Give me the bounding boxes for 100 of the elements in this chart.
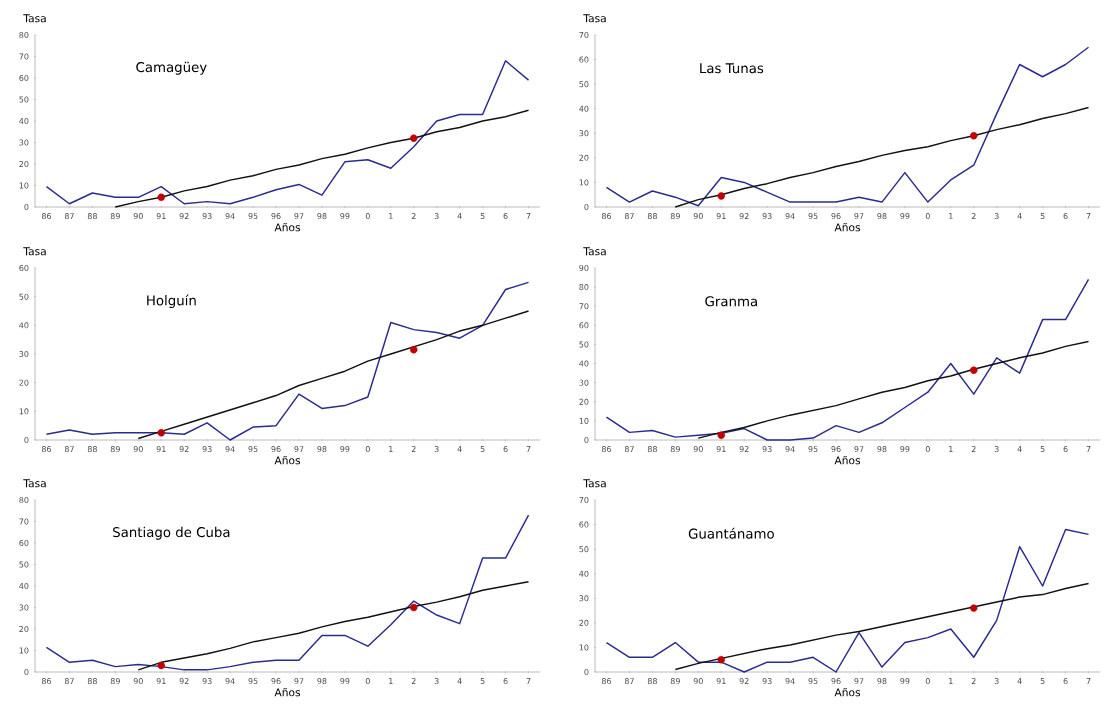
- y-tick-label: 20: [19, 625, 29, 633]
- x-tick-label: 7: [1086, 446, 1091, 452]
- x-tick-label: 2: [411, 213, 416, 219]
- x-tick-label: 0: [925, 213, 930, 220]
- y-tick-label: 0: [24, 203, 29, 211]
- x-tick-label: 90: [133, 678, 143, 685]
- x-tick-label: 87: [624, 678, 634, 685]
- x-tick-label: 90: [133, 213, 143, 220]
- x-axis-title: Años: [274, 222, 301, 232]
- x-tick-label: 86: [41, 446, 52, 453]
- x-tick-label: 96: [271, 678, 281, 685]
- x-tick-label: 96: [831, 213, 841, 220]
- y-tick-label: 70: [579, 303, 589, 310]
- x-tick-label: 94: [785, 446, 795, 453]
- y-tick-label: 40: [579, 360, 589, 367]
- x-tick-label: 5: [480, 678, 485, 684]
- text: Camagüey: [136, 61, 207, 75]
- x-tick-label: 96: [271, 446, 281, 453]
- x-tick-label: 89: [670, 213, 680, 220]
- x-tick-label: 88: [87, 213, 97, 220]
- x-tick-label: 4: [457, 678, 462, 684]
- y-tick-label: 80: [19, 31, 29, 39]
- x-tick-label: 86: [41, 213, 52, 220]
- x-tick-label: 6: [503, 446, 508, 453]
- y-tick-label: 50: [579, 81, 589, 88]
- y-tick-label: 30: [579, 130, 589, 137]
- x-tick-label: 6: [1063, 678, 1068, 685]
- x-tick-label: 3: [434, 213, 439, 220]
- x-tick-label: 97: [854, 213, 864, 220]
- x-tick-label: 90: [133, 446, 143, 453]
- y-axis-title: Tasa: [583, 14, 606, 23]
- x-tick-label: 5: [480, 446, 485, 452]
- line-series: [114, 109, 530, 208]
- x-tick-label: 91: [716, 213, 726, 220]
- x-tick-label: 99: [340, 678, 350, 685]
- x-tick-label: 99: [900, 678, 910, 685]
- y-tick-label: 10: [19, 408, 29, 415]
- x-axis-title: Años: [834, 687, 861, 697]
- x-tick-label: 93: [202, 446, 212, 453]
- y-tick-label: 40: [19, 582, 29, 590]
- x-tick-label: 6: [503, 678, 508, 685]
- x-tick-label: 87: [64, 446, 74, 453]
- x-tick-label: 87: [624, 446, 634, 453]
- x-tick-label: 91: [716, 446, 726, 453]
- line-series: [605, 528, 1090, 673]
- x-tick-label: 90: [693, 213, 703, 220]
- y-tick-label: 0: [584, 203, 589, 211]
- x-tick-label: 90: [693, 678, 703, 685]
- y-axis-title: Tasa: [23, 479, 46, 488]
- x-tick-label: 98: [877, 678, 887, 685]
- x-tick-label: 1: [949, 213, 953, 219]
- x-axis-title: Años: [274, 687, 301, 697]
- y-tick-label: 40: [19, 117, 29, 125]
- x-tick-label: 3: [994, 213, 999, 220]
- x-tick-label: 3: [994, 678, 999, 685]
- x-tick-label: 95: [808, 678, 818, 685]
- x-tick-label: 92: [179, 213, 189, 220]
- x-tick-label: 93: [762, 678, 772, 685]
- x-tick-label: 95: [808, 446, 818, 453]
- y-tick-label: 70: [19, 53, 29, 60]
- y-tick-label: 20: [579, 154, 589, 161]
- x-tick-label: 0: [925, 446, 930, 453]
- y-tick-label: 60: [19, 264, 29, 272]
- x-tick-label: 7: [1086, 213, 1091, 219]
- x-tick-label: 94: [225, 213, 235, 220]
- y-tick-label: 80: [579, 284, 589, 291]
- y-tick-label: 60: [19, 539, 29, 547]
- x-tick-label: 92: [739, 678, 749, 685]
- line-series: [45, 60, 530, 205]
- y-tick-label: 60: [19, 74, 29, 82]
- y-axis-title: Tasa: [23, 247, 46, 256]
- x-tick-label: 6: [503, 213, 508, 220]
- x-tick-label: 89: [110, 213, 120, 220]
- x-axis-title: Años: [274, 455, 301, 465]
- x-tick-label: 99: [340, 446, 350, 453]
- x-tick-label: 96: [271, 213, 281, 220]
- y-tick-label: 10: [579, 417, 589, 424]
- x-tick-label: 86: [601, 678, 612, 685]
- y-axis-title: Tasa: [23, 14, 46, 23]
- y-tick-label: 50: [19, 96, 29, 103]
- y-tick-label: 60: [579, 56, 589, 63]
- x-tick-label: 98: [317, 213, 327, 220]
- x-tick-label: 93: [202, 213, 212, 220]
- x-tick-label: 3: [434, 446, 439, 453]
- x-tick-label: 3: [994, 446, 999, 453]
- x-tick-label: 97: [294, 446, 304, 453]
- y-tick-label: 30: [579, 379, 589, 386]
- x-tick-label: 5: [1040, 213, 1045, 219]
- y-tick-label: 40: [579, 105, 589, 112]
- x-tick-label: 87: [64, 678, 74, 685]
- x-tick-label: 2: [971, 213, 976, 219]
- y-tick-label: 0: [24, 668, 29, 676]
- x-tick-label: 86: [601, 213, 612, 220]
- y-tick-label: 20: [19, 379, 29, 386]
- text: Las Tunas: [700, 63, 764, 74]
- x-tick-label: 92: [739, 446, 749, 453]
- y-tick-label: 20: [579, 398, 589, 405]
- x-tick-label: 4: [1017, 678, 1022, 684]
- x-tick-label: 86: [601, 446, 612, 453]
- x-tick-label: 93: [762, 446, 772, 453]
